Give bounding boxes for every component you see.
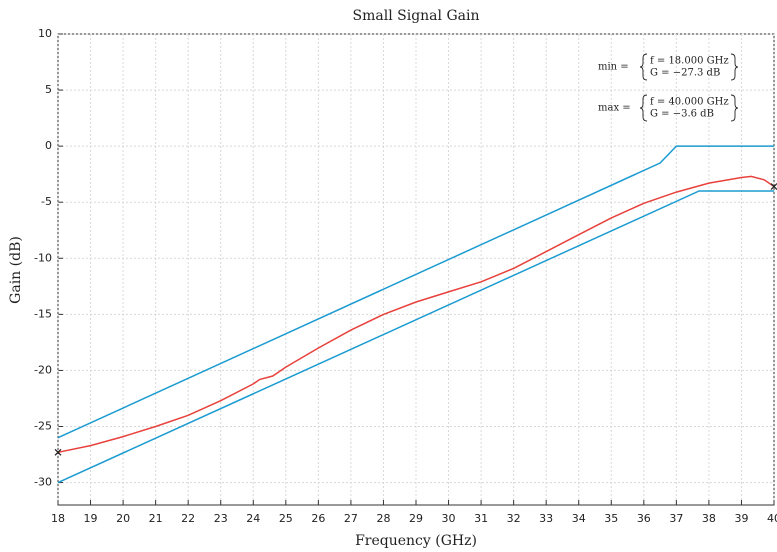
y-tick-label: -20 <box>34 363 52 376</box>
brace <box>639 94 648 122</box>
annotation-label: min = <box>598 62 629 73</box>
x-tick-label: 33 <box>539 512 553 525</box>
x-tick-label: 40 <box>767 512 777 525</box>
y-tick-label: -30 <box>34 476 52 489</box>
y-tick-label: 5 <box>45 83 52 96</box>
y-axis-label: Gain (dB) <box>8 236 24 304</box>
annotation-line: G = −3.6 dB <box>650 109 714 120</box>
x-tick-label: 34 <box>572 512 586 525</box>
chart-title: Small Signal Gain <box>353 8 480 24</box>
x-tick-label: 18 <box>51 512 65 525</box>
x-tick-label: 19 <box>84 512 98 525</box>
series-line <box>57 190 774 484</box>
x-axis-label: Frequency (GHz) <box>355 533 477 549</box>
x-tick-label: 39 <box>734 512 748 525</box>
x-tick-label: 36 <box>637 512 651 525</box>
annotation-label: max = <box>598 103 631 114</box>
y-tick-label: -10 <box>34 251 52 264</box>
annotation-line: G = −27.3 dB <box>650 68 720 79</box>
x-tick-label: 23 <box>214 512 228 525</box>
brace <box>639 53 648 81</box>
x-tick-label: 28 <box>376 512 390 525</box>
marker <box>770 183 777 190</box>
series-line <box>57 175 775 454</box>
y-tick-label: -15 <box>34 307 52 320</box>
x-tick-label: 21 <box>149 512 163 525</box>
x-tick-label: 37 <box>669 512 683 525</box>
brace <box>730 53 739 81</box>
series-line <box>57 145 774 439</box>
y-tick-label: 0 <box>45 139 52 152</box>
x-tick-label: 32 <box>507 512 521 525</box>
x-tick-label: 30 <box>442 512 456 525</box>
marker <box>54 448 62 456</box>
x-tick-label: 38 <box>702 512 716 525</box>
y-tick-label: -25 <box>34 420 52 433</box>
y-tick-label: -5 <box>41 195 52 208</box>
annotation-line: f = 18.000 GHz <box>650 56 729 67</box>
x-tick-label: 29 <box>409 512 423 525</box>
x-tick-label: 25 <box>279 512 293 525</box>
x-tick-label: 35 <box>604 512 618 525</box>
x-tick-label: 31 <box>474 512 488 525</box>
x-tick-label: 20 <box>116 512 130 525</box>
x-tick-label: 24 <box>246 512 260 525</box>
x-tick-label: 22 <box>181 512 195 525</box>
annotation-line: f = 40.000 GHz <box>650 97 729 108</box>
brace <box>730 94 739 122</box>
y-tick-label: 10 <box>38 27 52 40</box>
x-tick-label: 27 <box>344 512 358 525</box>
x-tick-label: 26 <box>311 512 325 525</box>
